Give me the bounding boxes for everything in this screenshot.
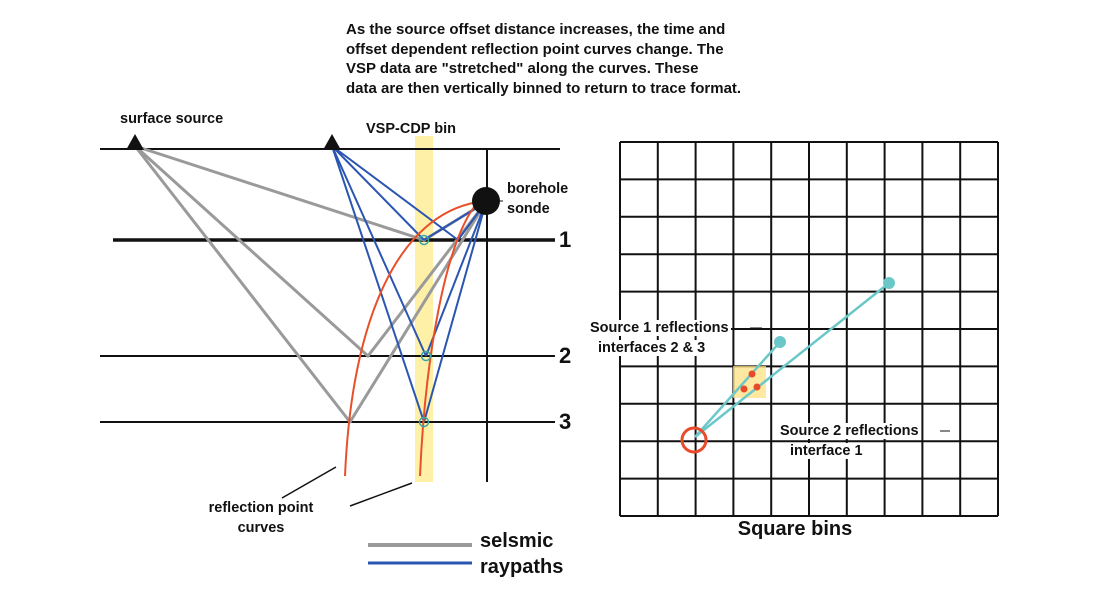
source2-reflections-label: Source 2 reflections — [778, 423, 921, 439]
caption-line-4: data are then vertically binned to retur… — [346, 79, 742, 97]
bin-reflection-markers — [418, 234, 432, 428]
surface-source-label: surface source — [120, 111, 224, 127]
interface-3-label: 3 — [559, 409, 572, 434]
interface-1-label: 1 — [559, 227, 572, 252]
square-bins-title: Square bins — [737, 518, 853, 540]
caption: As the source offset distance increases,… — [346, 20, 866, 98]
legend-seismic-label: selsmic — [480, 530, 554, 552]
caption-line-1: As the source offset distance increases,… — [346, 21, 726, 38]
legend-raypaths-label: raypaths — [480, 556, 564, 578]
source1-reflections-label: Source 1 reflections — [588, 320, 731, 336]
reflection-point-label: reflection point — [208, 500, 314, 516]
blue-raypaths — [331, 145, 487, 423]
interface-2-label: 2 — [559, 343, 572, 368]
source1-interfaces-label: interfaces 2 & 3 — [596, 340, 708, 356]
borehole-label: borehole — [507, 181, 569, 197]
caption-line-3: VSP data are "stretched" along the curve… — [346, 60, 699, 77]
curves-label: curves — [237, 520, 285, 536]
curve-leader-1 — [281, 466, 337, 499]
surface-source-2-marker — [323, 134, 341, 150]
surface-source-1-marker — [126, 134, 144, 150]
source2-interface-label: interface 1 — [788, 443, 865, 459]
seismic-raypaths — [133, 144, 488, 424]
source-1-endpoint-dot — [774, 336, 786, 348]
sonde-label: sonde — [507, 201, 550, 217]
vsp-cdp-bin-label: VSP-CDP bin — [366, 121, 456, 137]
reflection-point-curves — [344, 201, 479, 477]
bin-reflection-dots — [740, 370, 761, 393]
curve-leader-2 — [349, 482, 413, 507]
cyan-reflection-lines — [694, 282, 890, 438]
source-2-endpoint-dot — [883, 277, 895, 289]
grid-origin-circle — [680, 426, 708, 454]
vsp-cdp-bin-strip — [415, 136, 433, 482]
borehole-sonde-marker — [472, 187, 500, 215]
caption-line-2: offset dependent reflection point curves… — [346, 40, 724, 58]
